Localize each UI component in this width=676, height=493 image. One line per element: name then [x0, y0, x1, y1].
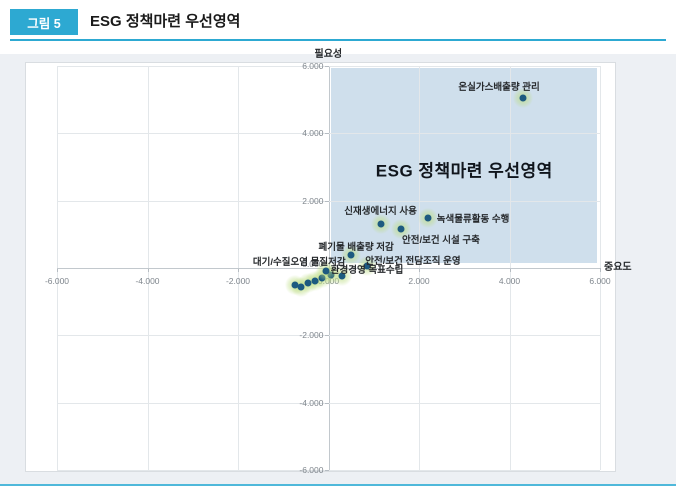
x-tick-mark	[57, 268, 58, 272]
x-tick-mark	[419, 268, 420, 272]
data-point-label: 녹색물류활동 수행	[436, 213, 510, 225]
h-gridline	[57, 335, 600, 337]
y-tick-label: -4.000	[299, 397, 324, 408]
figure-number-tag: 그림 5	[10, 9, 78, 35]
data-point	[424, 214, 432, 221]
y-tick-label: 0.000	[302, 259, 324, 269]
data-point-label: 폐기물 배출량 저감	[318, 241, 394, 253]
x-tick-mark	[238, 268, 239, 272]
data-point	[519, 94, 527, 102]
data-point	[397, 225, 405, 233]
y-tick-label: 4.000	[302, 128, 324, 139]
data-point	[291, 281, 299, 289]
bottom-divider	[0, 484, 676, 486]
data-point	[297, 283, 305, 291]
x-tick-mark	[600, 268, 601, 272]
y-tick-label: -2.000	[299, 330, 324, 341]
h-gridline	[57, 402, 600, 404]
x-tick-label: 2.000	[408, 276, 430, 286]
data-point-label: 신재생에너지 사용	[344, 206, 417, 218]
h-gridline	[57, 470, 600, 471]
data-point-label: 환경경영 목표수립	[330, 265, 404, 277]
x-tick-label: 6.000	[589, 276, 611, 286]
x-tick-label: -4.000	[135, 276, 160, 286]
data-point	[377, 220, 385, 228]
h-gridline	[57, 66, 600, 67]
y-axis-title: 필요성	[314, 49, 343, 60]
y-tick-mark	[324, 335, 329, 337]
figure-title: ESG 정책마련 우선영역	[90, 13, 241, 30]
data-point-label: 대기/수질오염 물질저감	[252, 257, 346, 269]
x-axis-title: 중요도	[604, 262, 632, 273]
data-point-label: 온실가스배출량 관리	[458, 81, 540, 93]
y-tick-mark	[324, 66, 329, 67]
h-gridline	[57, 133, 600, 135]
y-tick-mark	[324, 470, 329, 471]
x-tick-mark	[147, 268, 149, 272]
y-tick-label: -6.000	[299, 465, 324, 475]
y-tick-mark	[324, 200, 329, 202]
data-point-label: 안전/보건 시설 구축	[401, 235, 480, 247]
x-tick-label: -6.000	[44, 276, 70, 286]
data-point	[311, 277, 319, 285]
y-tick-mark	[324, 133, 329, 135]
data-point	[338, 272, 346, 280]
data-point-label: 안전/보건 전담조직 운영	[365, 256, 461, 268]
header-divider	[10, 39, 666, 41]
x-tick-mark	[509, 268, 511, 272]
y-tick-mark	[324, 402, 329, 404]
h-gridline	[57, 200, 600, 202]
data-point	[304, 279, 312, 287]
data-point	[322, 267, 330, 275]
data-point	[347, 251, 355, 259]
y-tick-label: 2.000	[302, 195, 324, 206]
x-tick-label: -2.000	[225, 276, 251, 286]
y-tick-label: 6.000	[302, 61, 324, 71]
priority-region-title: ESG 정책마련 우선영역	[375, 161, 553, 181]
x-tick-label: 4.000	[498, 276, 521, 286]
data-point	[363, 262, 371, 270]
